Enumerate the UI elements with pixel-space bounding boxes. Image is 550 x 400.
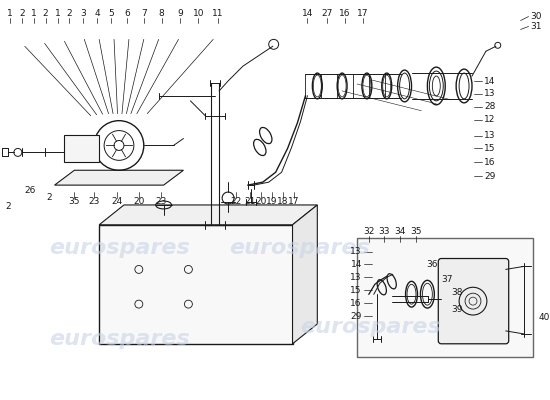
Text: 8: 8: [159, 9, 164, 18]
Text: 27: 27: [322, 9, 333, 18]
Text: 32: 32: [363, 227, 375, 236]
Text: eurospares: eurospares: [50, 238, 190, 258]
Text: 17: 17: [357, 9, 368, 18]
Text: 24: 24: [112, 198, 123, 206]
Text: 7: 7: [141, 9, 147, 18]
Text: 13: 13: [484, 131, 496, 140]
Text: 36: 36: [426, 260, 438, 269]
Polygon shape: [54, 170, 184, 185]
Text: 2: 2: [67, 9, 72, 18]
Text: 35: 35: [69, 198, 80, 206]
Text: 16: 16: [339, 9, 351, 18]
Text: 12: 12: [484, 115, 496, 124]
Text: eurospares: eurospares: [229, 238, 370, 258]
Text: 4: 4: [95, 9, 100, 18]
Text: 38: 38: [451, 288, 463, 297]
Text: 5: 5: [108, 9, 114, 18]
Polygon shape: [293, 205, 317, 344]
Bar: [64, 134, 99, 162]
Text: 2: 2: [47, 192, 52, 202]
Bar: [99, 225, 293, 344]
Text: 15: 15: [484, 144, 496, 153]
Text: 35: 35: [411, 227, 422, 236]
Text: 15: 15: [350, 286, 362, 295]
Bar: [357, 238, 534, 357]
Text: 2: 2: [5, 202, 11, 212]
Text: 19: 19: [266, 198, 277, 206]
Text: 2: 2: [19, 9, 25, 18]
Text: 14: 14: [302, 9, 313, 18]
Text: 20: 20: [133, 198, 145, 206]
Text: 13: 13: [484, 89, 496, 98]
Text: 1: 1: [7, 9, 13, 18]
Text: 10: 10: [192, 9, 204, 18]
Text: 11: 11: [212, 9, 224, 18]
Polygon shape: [99, 205, 317, 225]
Text: 29: 29: [350, 312, 362, 320]
Text: 16: 16: [350, 299, 362, 308]
Text: 13: 13: [350, 273, 362, 282]
Text: 17: 17: [288, 198, 299, 206]
Text: 29: 29: [484, 172, 496, 181]
Text: 39: 39: [451, 304, 463, 314]
Text: 9: 9: [178, 9, 183, 18]
Text: 23: 23: [155, 198, 166, 206]
Text: 1: 1: [31, 9, 37, 18]
Text: 2: 2: [43, 9, 48, 18]
Text: 14: 14: [484, 76, 496, 86]
Text: 20: 20: [255, 198, 267, 206]
Text: 1: 1: [54, 9, 60, 18]
Text: 31: 31: [531, 22, 542, 31]
Text: 23: 23: [89, 198, 100, 206]
Text: 34: 34: [394, 227, 405, 236]
Text: 18: 18: [277, 198, 288, 206]
Text: 16: 16: [484, 158, 496, 167]
Text: eurospares: eurospares: [50, 329, 190, 349]
Text: 40: 40: [538, 312, 550, 322]
Text: 21: 21: [244, 198, 256, 206]
Text: 30: 30: [531, 12, 542, 21]
Text: 6: 6: [124, 9, 130, 18]
Text: 33: 33: [378, 227, 389, 236]
Text: eurospares: eurospares: [300, 317, 441, 337]
Text: 28: 28: [484, 102, 496, 111]
FancyBboxPatch shape: [438, 258, 509, 344]
Text: 26: 26: [24, 186, 35, 194]
Text: 22: 22: [230, 198, 241, 206]
Text: 37: 37: [441, 275, 453, 284]
Text: 3: 3: [80, 9, 86, 18]
Text: 14: 14: [350, 260, 362, 269]
Text: 13: 13: [350, 247, 362, 256]
